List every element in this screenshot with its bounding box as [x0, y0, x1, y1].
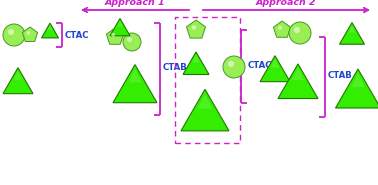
- Polygon shape: [348, 25, 356, 33]
- Circle shape: [127, 37, 132, 42]
- Polygon shape: [129, 69, 142, 82]
- Polygon shape: [113, 65, 157, 103]
- Polygon shape: [192, 55, 200, 63]
- Polygon shape: [278, 64, 318, 99]
- Polygon shape: [110, 18, 130, 36]
- Circle shape: [278, 26, 282, 30]
- Circle shape: [123, 33, 141, 51]
- Polygon shape: [339, 23, 364, 44]
- Circle shape: [8, 29, 14, 35]
- Polygon shape: [260, 56, 290, 82]
- Polygon shape: [336, 69, 378, 108]
- Circle shape: [192, 25, 196, 30]
- Polygon shape: [181, 89, 229, 131]
- Circle shape: [228, 61, 234, 67]
- Polygon shape: [107, 28, 124, 44]
- Circle shape: [111, 33, 115, 37]
- Polygon shape: [117, 21, 123, 26]
- Circle shape: [294, 27, 300, 33]
- Circle shape: [3, 24, 25, 46]
- Polygon shape: [14, 71, 23, 80]
- Polygon shape: [292, 68, 304, 80]
- Polygon shape: [351, 74, 365, 87]
- Polygon shape: [183, 52, 209, 75]
- Polygon shape: [273, 21, 291, 37]
- Circle shape: [26, 31, 30, 35]
- Circle shape: [223, 56, 245, 78]
- Polygon shape: [186, 20, 206, 38]
- Circle shape: [289, 22, 311, 44]
- Text: CTAB: CTAB: [163, 63, 188, 71]
- Polygon shape: [48, 25, 53, 30]
- Polygon shape: [42, 23, 59, 38]
- Text: Approach 1: Approach 1: [105, 0, 165, 7]
- Polygon shape: [3, 68, 33, 94]
- Polygon shape: [198, 94, 212, 109]
- Text: CTAC: CTAC: [248, 60, 273, 70]
- Polygon shape: [22, 27, 37, 41]
- Polygon shape: [271, 59, 279, 68]
- Text: CTAC: CTAC: [65, 31, 90, 40]
- Text: CTAB: CTAB: [328, 70, 353, 80]
- Text: Approach 2: Approach 2: [256, 0, 316, 7]
